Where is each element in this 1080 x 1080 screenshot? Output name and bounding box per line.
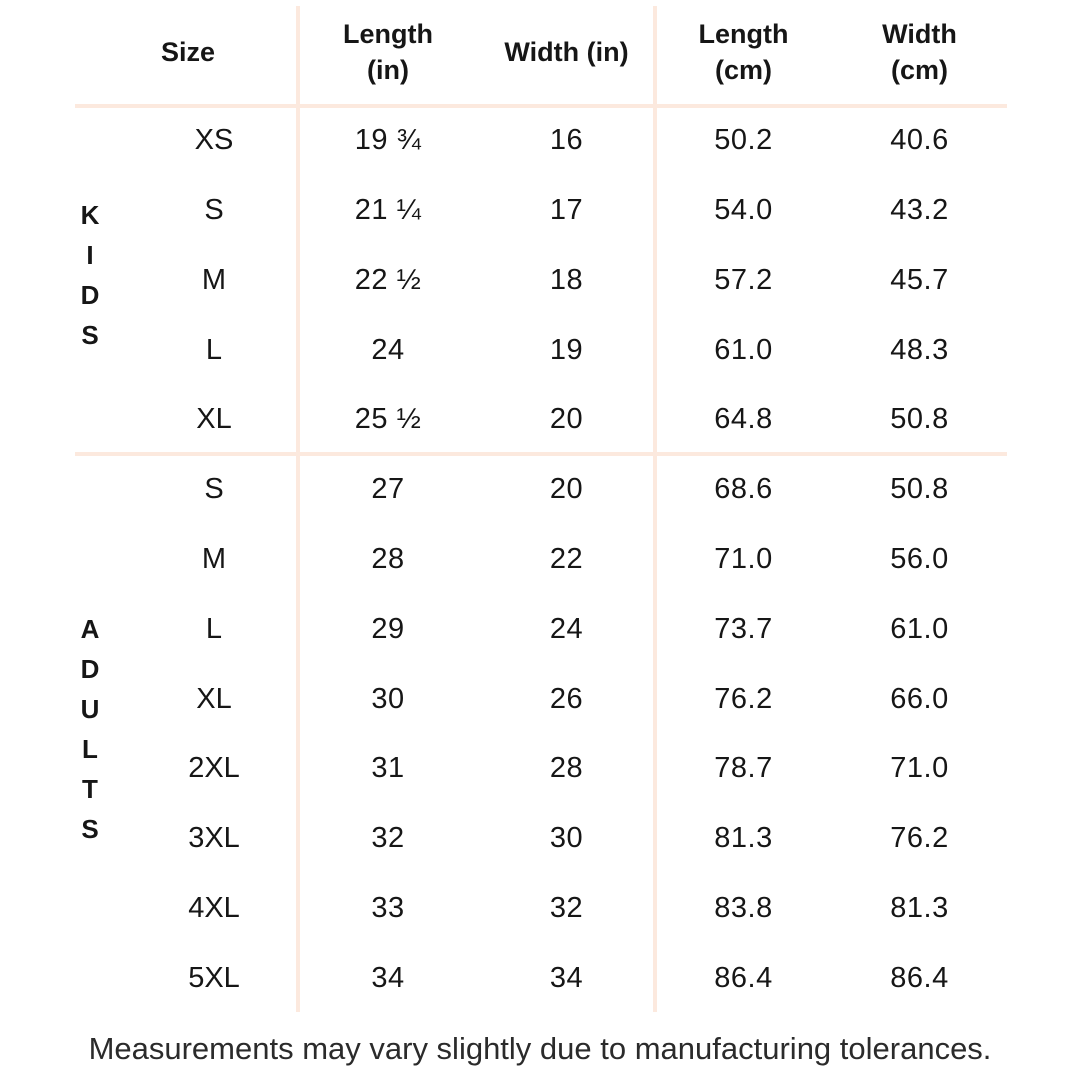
cell-adults-4-length_in: 31 <box>371 752 405 785</box>
cell-kids-3-length_cm: 61.0 <box>714 333 773 366</box>
cell-kids-2-width_in: 18 <box>549 263 584 296</box>
column-header-length-cm: Length (cm) <box>698 19 789 85</box>
cell-adults-4-length_cm: 78.7 <box>714 752 773 785</box>
cell-adults-7-width_cm: 86.4 <box>890 961 949 994</box>
column-header-width-in: Width (in) <box>504 37 629 68</box>
cell-kids-2-length_cm: 57.2 <box>714 263 773 296</box>
cell-adults-2-length_cm: 73.7 <box>714 612 773 645</box>
cell-adults-5-width_in: 30 <box>549 822 584 855</box>
vertical-divider-size-length <box>296 6 300 1012</box>
cell-kids-1-size: S <box>204 194 224 227</box>
cell-adults-1-width_cm: 56.0 <box>890 542 949 575</box>
cell-adults-1-size: M <box>201 542 227 575</box>
cell-adults-6-size: 4XL <box>188 891 240 924</box>
cell-adults-3-width_in: 26 <box>549 682 584 715</box>
cell-adults-7-length_in: 34 <box>371 961 405 994</box>
size-table: Size Length (in) Width (in) Length (cm) … <box>0 0 957 994</box>
cell-adults-3-size: XL <box>196 682 232 715</box>
corner-empty-cell <box>0 0 130 106</box>
cell-adults-7-width_in: 34 <box>549 961 584 994</box>
kids-adults-divider-line <box>75 452 1007 456</box>
cell-adults-7-size: 5XL <box>188 961 240 994</box>
column-header-length-in: Length (in) <box>343 19 433 85</box>
cell-kids-4-width_in: 20 <box>549 403 584 436</box>
cell-kids-3-length_in: 24 <box>371 333 405 366</box>
cell-kids-2-width_cm: 45.7 <box>890 263 949 296</box>
cell-adults-0-width_in: 20 <box>549 473 584 506</box>
cell-kids-1-length_in: 21 ¼ <box>354 194 422 227</box>
cell-adults-0-width_cm: 50.8 <box>890 473 949 506</box>
cell-adults-2-width_cm: 61.0 <box>890 612 949 645</box>
cell-kids-0-length_cm: 50.2 <box>714 124 773 157</box>
header-divider-line <box>75 104 1007 108</box>
cell-adults-1-width_in: 22 <box>549 542 584 575</box>
cell-kids-3-width_cm: 48.3 <box>890 333 949 366</box>
cell-kids-0-width_cm: 40.6 <box>890 124 949 157</box>
cell-adults-4-size: 2XL <box>188 752 240 785</box>
cell-adults-0-length_in: 27 <box>371 473 405 506</box>
cell-kids-3-size: L <box>205 333 223 366</box>
cell-adults-5-width_cm: 76.2 <box>890 822 949 855</box>
cell-kids-2-length_in: 22 ½ <box>354 263 422 296</box>
cell-adults-3-length_in: 30 <box>371 682 405 715</box>
cell-kids-4-length_in: 25 ½ <box>354 403 422 436</box>
cell-adults-5-length_in: 32 <box>371 822 405 855</box>
cell-adults-1-length_in: 28 <box>371 542 405 575</box>
cell-adults-4-width_in: 28 <box>549 752 584 785</box>
vertical-divider-in-cm <box>653 6 657 1012</box>
cell-kids-0-size: XS <box>194 124 234 157</box>
cell-kids-4-size: XL <box>196 403 232 436</box>
cell-kids-3-width_in: 19 <box>549 333 584 366</box>
column-header-size: Size <box>160 37 216 68</box>
cell-adults-6-length_in: 33 <box>371 891 405 924</box>
cell-adults-4-width_cm: 71.0 <box>890 752 949 785</box>
cell-kids-4-width_cm: 50.8 <box>890 403 949 436</box>
cell-adults-6-width_in: 32 <box>549 891 584 924</box>
cell-adults-2-size: L <box>205 612 223 645</box>
cell-adults-5-size: 3XL <box>188 822 240 855</box>
group-label-kids: KIDS <box>75 200 105 361</box>
footer-note: Measurements may vary slightly due to ma… <box>88 1031 992 1066</box>
cell-adults-6-length_cm: 83.8 <box>714 891 773 924</box>
cell-kids-1-length_cm: 54.0 <box>714 194 773 227</box>
cell-adults-0-length_cm: 68.6 <box>714 473 773 506</box>
cell-adults-6-width_cm: 81.3 <box>890 891 949 924</box>
cell-adults-5-length_cm: 81.3 <box>714 822 773 855</box>
cell-adults-3-length_cm: 76.2 <box>714 682 773 715</box>
cell-adults-1-length_cm: 71.0 <box>714 542 773 575</box>
cell-kids-0-length_in: 19 ¾ <box>354 124 422 157</box>
cell-kids-1-width_in: 17 <box>549 194 584 227</box>
cell-kids-4-length_cm: 64.8 <box>714 403 773 436</box>
group-label-adults: ADULTS <box>75 613 105 854</box>
cell-adults-0-size: S <box>204 473 224 506</box>
cell-kids-1-width_cm: 43.2 <box>890 194 949 227</box>
cell-adults-7-length_cm: 86.4 <box>714 961 773 994</box>
cell-kids-0-width_in: 16 <box>549 124 584 157</box>
cell-adults-2-width_in: 24 <box>549 612 584 645</box>
cell-adults-3-width_cm: 66.0 <box>890 682 949 715</box>
cell-adults-2-length_in: 29 <box>371 612 405 645</box>
cell-kids-2-size: M <box>201 263 227 296</box>
column-header-width-cm: Width (cm) <box>882 19 957 85</box>
